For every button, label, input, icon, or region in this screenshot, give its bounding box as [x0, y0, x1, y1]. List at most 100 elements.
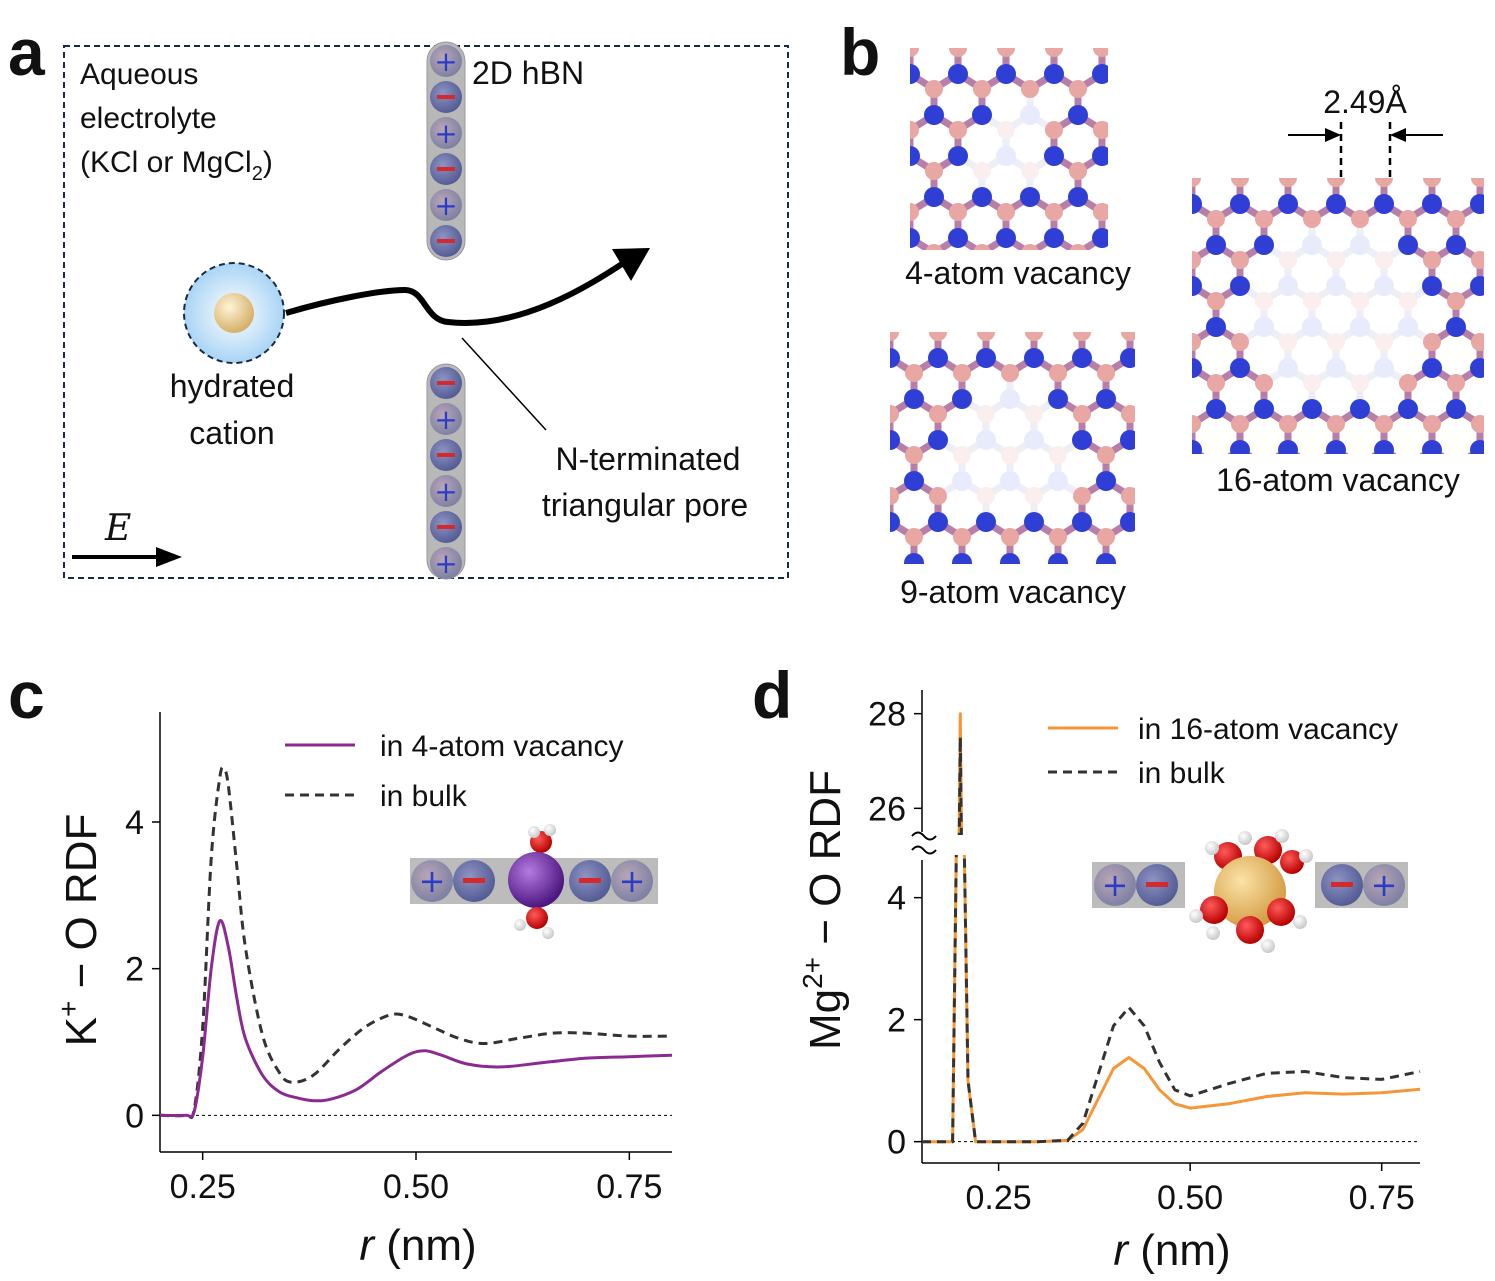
nitrogen-atom [1096, 553, 1116, 564]
nitrogen-atom [890, 512, 900, 532]
nitrogen-atom [1470, 358, 1484, 378]
boron-atom [1045, 48, 1063, 57]
bond [1329, 178, 1336, 181]
bonds [1144, 163, 1484, 454]
boron-atom [1351, 292, 1369, 310]
boron-atom [973, 244, 991, 250]
bond [1154, 522, 1178, 537]
nitrogen-atom [1164, 105, 1184, 125]
boron-atom [877, 244, 895, 262]
boron-atom [1471, 251, 1484, 269]
nitrogen-atom [948, 228, 968, 248]
nitrogen-atom [1446, 399, 1466, 419]
inset-plus-2-c: + [619, 862, 646, 900]
boron-atom [1045, 121, 1063, 139]
bond [1150, 238, 1174, 253]
bond [1027, 332, 1034, 335]
nitrogen-atom [1326, 440, 1346, 454]
nitrogen-atom [1068, 187, 1088, 207]
bond [1144, 286, 1168, 301]
bond [1144, 327, 1168, 342]
bottom-plus-sign: + [434, 475, 457, 508]
inset-minus-1-c [463, 878, 485, 883]
boron-atom [977, 332, 995, 341]
electrolyte-line-1: Aqueous [80, 58, 198, 91]
y-tick-label-d: 2 [887, 1002, 906, 1040]
bond [1192, 337, 1194, 342]
boron-atom [1121, 487, 1135, 505]
boron-atom [973, 0, 991, 16]
boron-atom [1255, 210, 1273, 228]
bond [1432, 178, 1439, 181]
nitrogen-atom [852, 228, 872, 248]
boron-atom [1141, 39, 1159, 57]
nitrogen-atom [1000, 553, 1020, 564]
nitrogen-atom [852, 146, 872, 166]
top-charge-pos [430, 189, 462, 221]
boron-atom [1447, 374, 1465, 392]
y-tick-label-upper-d: 28 [868, 696, 906, 734]
x-tick-label-c: 0.25 [170, 1168, 236, 1206]
water-h-7-d [1293, 915, 1307, 929]
boron-atom [1471, 333, 1484, 351]
nitrogen-atom [1326, 194, 1346, 214]
water-o-2-c [526, 907, 548, 929]
boron-atom [1169, 323, 1187, 341]
y-tick-label-upper-d: 26 [868, 790, 906, 828]
panel-c: c 0.25 0.50 0.75 0 2 4 r (nm) K+ − O RDF in 4… [8, 658, 673, 1270]
nitrogen-atom [1144, 553, 1164, 573]
boron-atom [1117, 162, 1135, 180]
nitrogen-atom [924, 23, 944, 43]
water-h-3-c [514, 919, 526, 931]
boron-atom [1097, 446, 1115, 464]
inset-plus-1-c: + [419, 862, 446, 900]
nitrogen-atom [1326, 276, 1346, 296]
nitrogen-atom [1192, 358, 1202, 378]
nitrogen-atom [1020, 105, 1040, 125]
nitrogen-atom [1024, 512, 1044, 532]
panel-b: b 4-atom vacancy 9-atom vacancy 16-atom … [840, 0, 1484, 610]
series-vacancy-line-d-lower [922, 855, 1421, 1144]
bond [1150, 115, 1174, 130]
nitrogen-atom [1072, 512, 1092, 532]
bond [1150, 197, 1174, 212]
boron-atom [1159, 292, 1177, 310]
nitrogen-atom [1116, 187, 1136, 207]
inset-plus-1-d: + [1102, 866, 1129, 904]
bond [842, 481, 866, 496]
water-h-8-d [1261, 939, 1275, 953]
bond [1144, 163, 1168, 178]
boron-atom [1255, 292, 1273, 310]
nitrogen-atom [928, 348, 948, 368]
pore-label-1: N-terminated [556, 441, 741, 477]
boron-atom [1093, 48, 1108, 57]
spacing-arrowhead-left [1325, 128, 1341, 142]
inset-charge-pos-2-d [1363, 864, 1405, 906]
inset-plus-2-d: + [1371, 866, 1398, 904]
boron-atom [953, 446, 971, 464]
boron-atom [1165, 80, 1183, 98]
vacancy-label-4: 4-atom vacancy [905, 255, 1131, 291]
spacing-arrowhead-right [1390, 128, 1406, 142]
nitrogen-atom [876, 187, 896, 207]
series-vacancy-line-c [160, 919, 673, 1119]
bond [842, 440, 866, 455]
nitrogen-atom [1398, 153, 1418, 173]
boron-atom [1327, 251, 1345, 269]
nitrogen-atom [1206, 317, 1226, 337]
top-charges: + + + [430, 45, 462, 257]
boron-atom [1471, 178, 1484, 187]
boron-atom [1021, 244, 1039, 250]
boron-atom [1375, 333, 1393, 351]
bond [1154, 399, 1178, 414]
water-h-5-d [1189, 909, 1203, 923]
boron-atom [910, 48, 919, 57]
boron-atom [1351, 128, 1369, 146]
boron-atom [1327, 178, 1345, 187]
nitrogen-atom [1024, 348, 1044, 368]
ylabel-d: Mg2+ − O RDF [797, 770, 850, 1050]
nitrogen-atom [1206, 153, 1226, 173]
vacancy-label-16: 16-atom vacancy [1216, 462, 1460, 498]
nitrogen-atom [1168, 512, 1188, 532]
nitrogen-atom [1422, 440, 1442, 454]
